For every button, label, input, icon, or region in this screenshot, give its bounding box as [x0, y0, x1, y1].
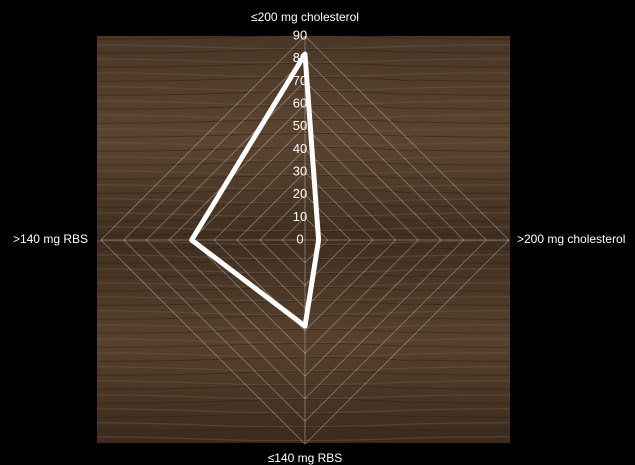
grid-line [123, 58, 487, 422]
y-tick-label: 80 [293, 50, 307, 65]
y-tick-label: 70 [293, 73, 307, 88]
grid-line [236, 171, 374, 309]
grid-line [191, 126, 419, 354]
grid-line [100, 35, 510, 445]
category-label: >140 mg RBS [13, 232, 88, 246]
y-tick-label: 0 [296, 231, 303, 246]
category-label: ≤140 mg RBS [268, 451, 343, 465]
grid-line [168, 103, 442, 377]
category-label: >200 mg cholesterol [517, 232, 625, 246]
grid-line [145, 80, 465, 400]
y-tick-label: 10 [293, 209, 307, 224]
y-tick-label: 20 [293, 186, 307, 201]
grid-line [213, 148, 397, 332]
category-label: ≤200 mg cholesterol [251, 10, 359, 24]
y-tick-label: 90 [293, 27, 307, 42]
grid-line [259, 194, 351, 286]
radar-line [189, 51, 322, 329]
y-tick-label: 50 [293, 118, 307, 133]
y-tick-label: 30 [293, 163, 307, 178]
wood-grain [97, 36, 510, 443]
y-tick-label: 40 [293, 141, 307, 156]
y-tick-label: 60 [293, 95, 307, 110]
